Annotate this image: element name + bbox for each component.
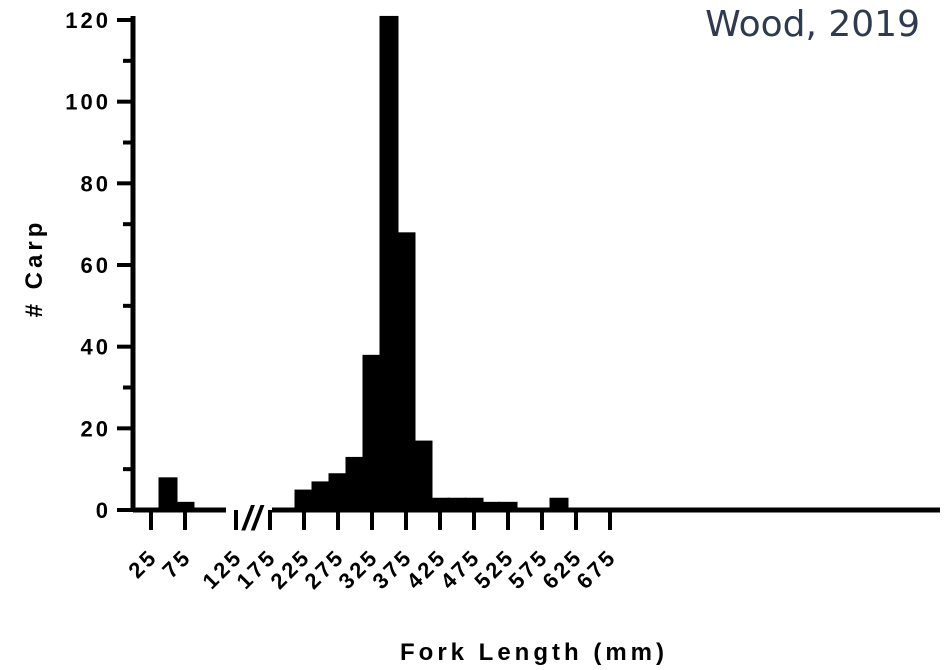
axis-break-mark: // bbox=[241, 500, 265, 538]
y-tick-label: 80 bbox=[81, 171, 111, 196]
y-axis-title: # Carp bbox=[21, 219, 48, 318]
bar bbox=[413, 440, 433, 510]
x-tick-label: 25 bbox=[123, 544, 162, 583]
bar bbox=[362, 354, 382, 510]
x-tick-label: 75 bbox=[157, 544, 196, 583]
bar bbox=[464, 497, 484, 510]
y-tick-label: 0 bbox=[96, 498, 111, 523]
x-tick-label: 675 bbox=[572, 544, 622, 594]
y-tick-label: 20 bbox=[81, 416, 111, 441]
bar bbox=[447, 497, 467, 510]
y-tick-label: 100 bbox=[65, 90, 111, 115]
bar bbox=[549, 497, 569, 510]
bar bbox=[175, 501, 195, 510]
bar bbox=[328, 473, 348, 510]
bar bbox=[498, 501, 518, 510]
y-tick-label: 120 bbox=[65, 8, 111, 33]
x-axis-title: Fork Length (mm) bbox=[400, 639, 668, 666]
y-axis: 0 20 40 60 80 100 120 bbox=[65, 8, 136, 523]
bar bbox=[430, 497, 450, 510]
bar bbox=[379, 15, 399, 511]
citation-annotation: Wood, 2019 bbox=[705, 4, 920, 45]
bar bbox=[158, 477, 178, 510]
y-tick-label: 60 bbox=[81, 253, 111, 278]
bar bbox=[345, 456, 365, 510]
y-tick-label: 40 bbox=[81, 335, 111, 360]
bar bbox=[294, 489, 314, 510]
bars-group bbox=[158, 15, 569, 511]
bar bbox=[396, 232, 416, 511]
bar bbox=[481, 501, 501, 510]
bar bbox=[311, 481, 331, 510]
